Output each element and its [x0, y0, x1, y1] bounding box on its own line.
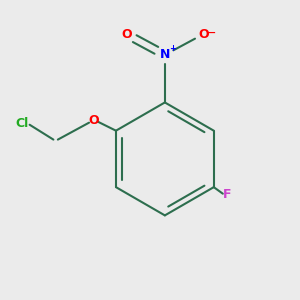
- Text: O: O: [88, 114, 99, 127]
- Text: O: O: [121, 28, 131, 40]
- Text: F: F: [223, 188, 232, 201]
- Text: −: −: [207, 28, 217, 38]
- Text: Cl: Cl: [16, 117, 29, 130]
- Text: +: +: [169, 44, 176, 53]
- Text: N: N: [160, 48, 170, 62]
- Text: O: O: [198, 28, 209, 40]
